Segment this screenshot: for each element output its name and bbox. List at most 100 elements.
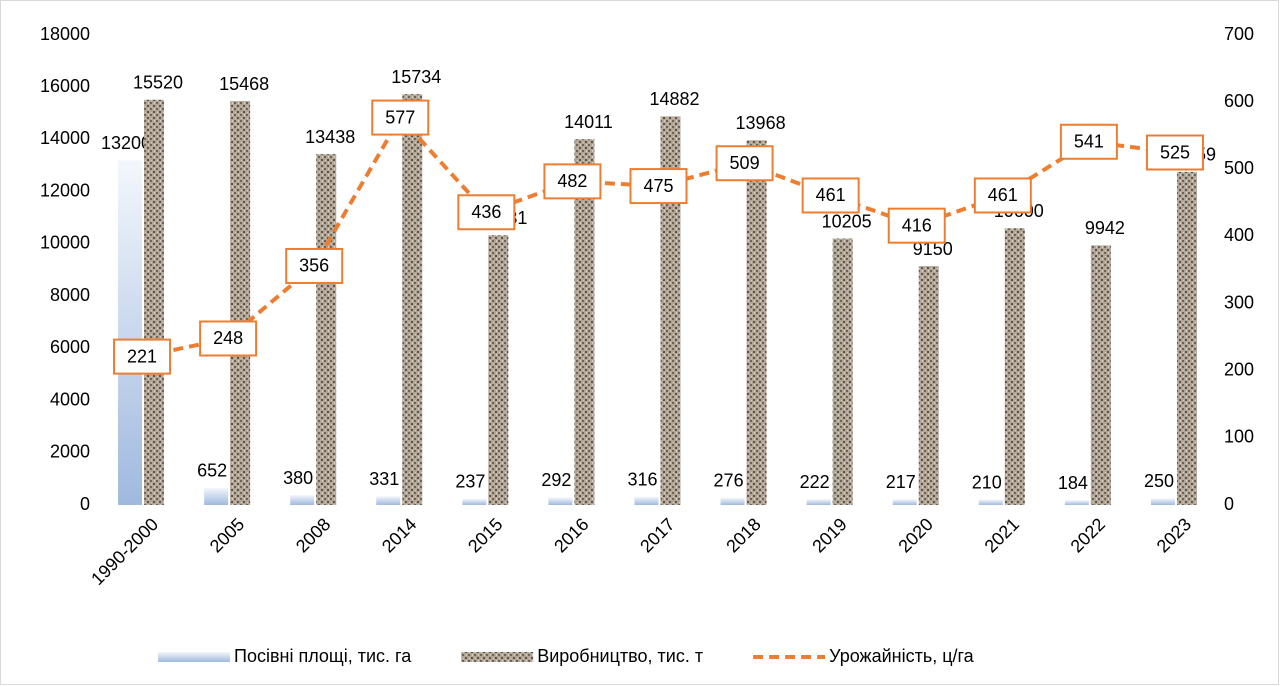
- data-label: 9150: [913, 239, 953, 259]
- data-label: 356: [299, 256, 329, 276]
- x-tick-label: 2017: [636, 514, 678, 556]
- bar: [488, 235, 509, 506]
- y-tick-label: 8000: [50, 285, 90, 305]
- data-label: 292: [541, 470, 571, 490]
- bar: [316, 154, 337, 505]
- y-tick-label: 14000: [40, 128, 90, 148]
- data-label: 217: [886, 472, 916, 492]
- data-label: 436: [471, 202, 501, 222]
- y-tick-label: 4000: [50, 389, 90, 409]
- data-label-box: [1059, 123, 1118, 160]
- bar: [1090, 245, 1111, 506]
- x-tick-label: 2015: [464, 514, 506, 556]
- bar: [118, 160, 143, 506]
- bar: [144, 99, 165, 505]
- legend-swatch: [158, 652, 230, 662]
- y2-tick-label: 0: [1224, 494, 1234, 514]
- x-tick-label: 2016: [550, 514, 592, 556]
- x-tick-label: 2019: [808, 514, 850, 556]
- y-tick-label: 2000: [50, 442, 90, 462]
- data-label: 541: [1074, 132, 1104, 152]
- bar: [634, 496, 659, 505]
- data-label-box: [543, 163, 602, 200]
- data-label: 525: [1160, 142, 1190, 162]
- data-label: 316: [627, 469, 657, 489]
- bar: [720, 497, 745, 505]
- y-tick-label: 18000: [40, 24, 90, 44]
- data-label: 222: [800, 472, 830, 492]
- data-label: 461: [988, 185, 1018, 205]
- y-tick-label: 6000: [50, 337, 90, 357]
- x-tick-label: 2018: [722, 514, 764, 556]
- data-label-box: [199, 320, 258, 357]
- bar: [290, 495, 315, 505]
- legend-label: Посівні площі, тис. га: [234, 646, 412, 666]
- data-label: 14882: [649, 89, 699, 109]
- x-tick-label: 2014: [378, 514, 420, 556]
- legend-label: Урожайність, ц/га: [829, 646, 975, 666]
- data-label: 184: [1058, 473, 1088, 493]
- data-label: 248: [213, 328, 243, 348]
- data-label-box: [973, 177, 1032, 214]
- data-label: 237: [455, 472, 485, 492]
- data-label-box: [887, 207, 946, 244]
- bar: [204, 487, 229, 505]
- x-tick-label: 2022: [1067, 514, 1109, 556]
- y2-tick-label: 500: [1224, 158, 1254, 178]
- data-label: 482: [557, 171, 587, 191]
- bar: [806, 499, 831, 505]
- data-label: 15520: [133, 73, 183, 93]
- bar: [746, 140, 767, 505]
- data-label-box: [629, 168, 688, 205]
- data-label: 10205: [822, 211, 872, 231]
- data-label: 9942: [1085, 218, 1125, 238]
- data-label: 13200: [101, 133, 151, 153]
- x-tick-label: 2020: [894, 514, 936, 556]
- bar: [660, 116, 681, 506]
- data-label: 416: [902, 215, 932, 235]
- data-label: 652: [197, 461, 227, 481]
- data-label: 15734: [391, 67, 441, 87]
- y-tick-label: 10000: [40, 233, 90, 253]
- x-tick-label: 2023: [1153, 514, 1195, 556]
- data-label: 13438: [305, 127, 355, 147]
- data-label: 475: [643, 176, 673, 196]
- data-label-box: [371, 99, 430, 136]
- data-label-box: [801, 177, 860, 214]
- bar: [978, 499, 1003, 505]
- bar: [548, 497, 573, 505]
- bar: [402, 94, 423, 505]
- data-label-box: [457, 194, 516, 231]
- data-label-box: [1145, 134, 1204, 171]
- data-label: 210: [972, 472, 1002, 492]
- data-label: 331: [369, 469, 399, 489]
- data-label: 221: [127, 346, 157, 366]
- y-tick-label: 0: [80, 494, 90, 514]
- bar: [892, 499, 917, 505]
- y-tick-label: 12000: [40, 180, 90, 200]
- y2-tick-label: 200: [1224, 359, 1254, 379]
- bar: [1150, 498, 1175, 505]
- data-label-box: [715, 145, 774, 182]
- data-label: 250: [1144, 471, 1174, 491]
- x-tick-label: 2021: [981, 514, 1023, 556]
- bar: [1064, 500, 1089, 505]
- data-label-box: [285, 247, 344, 284]
- y-tick-label: 16000: [40, 76, 90, 96]
- data-label: 509: [730, 153, 760, 173]
- x-tick-label: 2005: [206, 514, 248, 556]
- y2-tick-label: 600: [1224, 91, 1254, 111]
- y2-tick-label: 700: [1224, 24, 1254, 44]
- data-label: 13968: [736, 113, 786, 133]
- y2-tick-label: 400: [1224, 225, 1254, 245]
- data-label: 461: [816, 185, 846, 205]
- data-label: 276: [714, 471, 744, 491]
- bar: [462, 498, 487, 505]
- bar: [1176, 171, 1197, 505]
- data-label: 14011: [564, 112, 613, 132]
- bar: [832, 238, 853, 505]
- bar: [918, 266, 939, 505]
- legend-swatch: [461, 652, 534, 662]
